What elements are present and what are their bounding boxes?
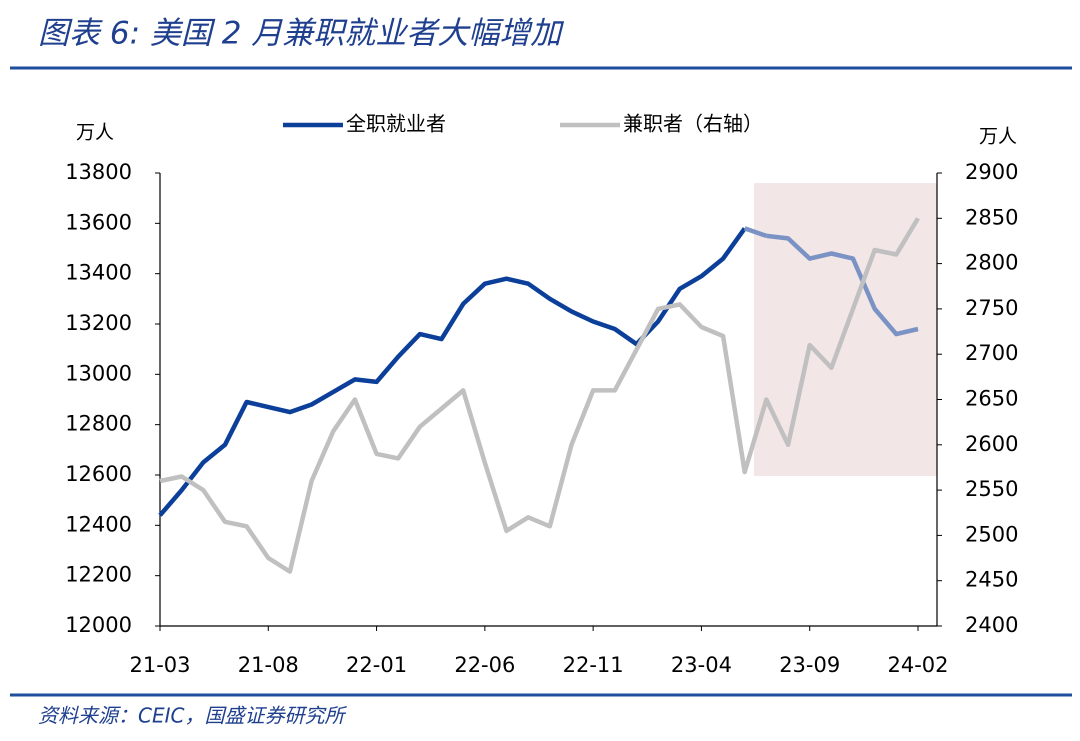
y-tick-label: 12200 bbox=[65, 563, 132, 587]
x-tick-label: 23-09 bbox=[779, 653, 840, 677]
x-tick-label: 21-03 bbox=[129, 653, 190, 677]
y-axis-unit: 万人 bbox=[76, 122, 114, 144]
y-tick-label: 12600 bbox=[65, 462, 132, 486]
y2-tick-label: 2400 bbox=[965, 613, 1018, 637]
y-tick-label: 12800 bbox=[65, 412, 132, 436]
y-tick-label: 13400 bbox=[65, 261, 132, 285]
series-line-highlight bbox=[766, 233, 919, 337]
y2-tick-label: 2500 bbox=[965, 522, 1018, 546]
legend-label: 兼职者（右轴） bbox=[623, 112, 763, 136]
chart-title: 图表 6: 美国 2 月兼职就业者大幅增加 bbox=[38, 16, 564, 52]
x-tick-label: 24-02 bbox=[887, 653, 948, 677]
y2-tick-label: 2900 bbox=[965, 160, 1018, 184]
y-tick-label: 13200 bbox=[65, 311, 132, 335]
x-tick-label: 21-08 bbox=[238, 653, 299, 677]
legend-label: 全职就业者 bbox=[346, 112, 446, 136]
x-tick-label: 23-04 bbox=[671, 653, 732, 677]
y-tick-label: 13000 bbox=[65, 361, 132, 385]
y-tick-label: 13600 bbox=[65, 210, 132, 234]
y2-tick-label: 2750 bbox=[965, 296, 1018, 320]
source-note: 资料来源：CEIC，国盛证券研究所 bbox=[38, 704, 347, 728]
y2-axis-unit: 万人 bbox=[979, 126, 1017, 148]
y2-tick-label: 2450 bbox=[965, 568, 1018, 592]
y2-tick-label: 2550 bbox=[965, 477, 1018, 501]
y2-tick-label: 2650 bbox=[965, 387, 1018, 411]
series-connector bbox=[744, 226, 768, 239]
y2-tick-label: 2700 bbox=[965, 341, 1018, 365]
series-line bbox=[158, 227, 747, 517]
y2-tick-label: 2600 bbox=[965, 432, 1018, 456]
y2-tick-label: 2800 bbox=[965, 251, 1018, 275]
y2-tick-label: 2850 bbox=[965, 205, 1018, 229]
y-tick-label: 12000 bbox=[65, 613, 132, 637]
x-tick-label: 22-01 bbox=[346, 653, 407, 677]
y-tick-label: 12400 bbox=[65, 512, 132, 536]
series-line bbox=[159, 217, 920, 574]
x-tick-label: 22-06 bbox=[454, 653, 515, 677]
y-tick-label: 13800 bbox=[65, 160, 132, 184]
x-tick-label: 22-11 bbox=[563, 653, 624, 677]
